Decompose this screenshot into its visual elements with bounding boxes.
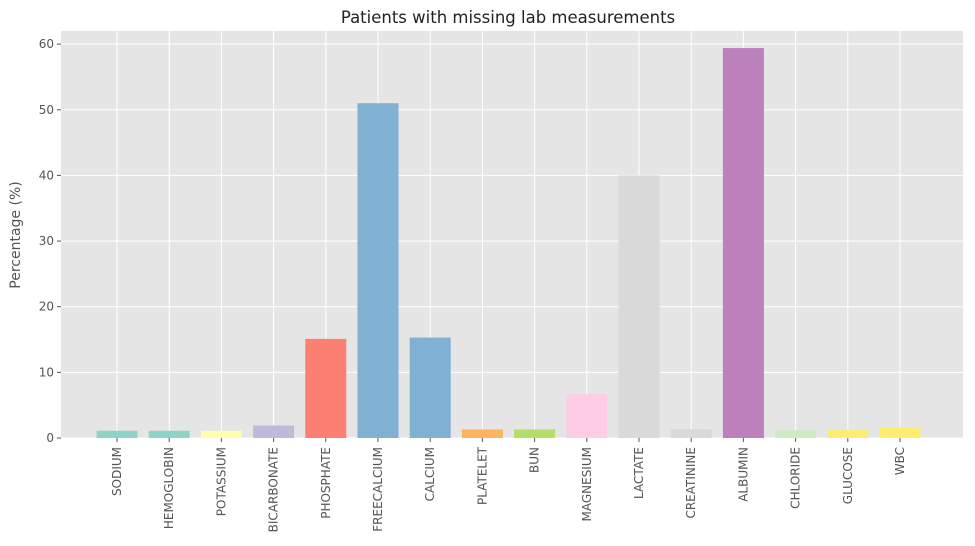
x-tick-label: ALBUMIN: [736, 447, 750, 502]
x-tick-label: CALCIUM: [423, 447, 437, 501]
y-tick-label: 50: [39, 103, 54, 117]
bar-albumin: [722, 48, 764, 438]
y-axis-ticks: 0 10 20 30 40 50 60: [39, 37, 61, 445]
bar-bicarbonate: [253, 425, 295, 438]
y-tick-label: 20: [39, 300, 54, 314]
y-tick-label: 40: [39, 168, 54, 182]
x-tick-label: LACTATE: [632, 447, 646, 499]
bar-wbc: [879, 427, 921, 438]
chart-title: Patients with missing lab measurements: [341, 8, 675, 27]
x-axis-ticks: SODIUM HEMOGLOBIN POTASSIUM BICARBONATE PHOS…: [110, 438, 907, 532]
x-tick-label: BICARBONATE: [267, 447, 281, 532]
y-tick-label: 10: [39, 365, 54, 379]
x-tick-label: BUN: [528, 447, 542, 473]
x-tick-label: WBC: [893, 447, 907, 475]
bar-creatinine: [670, 429, 712, 438]
bars: [96, 48, 921, 438]
x-tick-label: CHLORIDE: [789, 447, 803, 509]
bar-chloride: [775, 430, 817, 438]
x-tick-label: GLUCOSE: [841, 447, 855, 504]
x-tick-label: PLATELET: [475, 446, 489, 505]
bar-glucose: [827, 430, 869, 438]
bar-sodium: [96, 430, 138, 438]
bar-potassium: [200, 430, 242, 438]
bar-freecalcium: [357, 103, 399, 438]
y-tick-label: 30: [39, 234, 54, 248]
bar-phosphate: [305, 338, 347, 438]
x-tick-label: CREATININE: [684, 447, 698, 519]
x-tick-label: SODIUM: [110, 447, 124, 496]
bar-hemoglobin: [148, 430, 190, 438]
x-tick-label: MAGNESIUM: [580, 447, 594, 522]
y-axis-label: Percentage (%): [8, 181, 24, 288]
bar-magnesium: [566, 394, 608, 438]
x-tick-label: PHOSPHATE: [319, 447, 333, 519]
bar-bun: [514, 429, 556, 438]
y-tick-label: 60: [39, 37, 54, 51]
bar-calcium: [409, 337, 451, 438]
x-tick-label: POTASSIUM: [214, 447, 228, 516]
x-tick-label: HEMOGLOBIN: [162, 447, 176, 529]
plot-area: [61, 31, 963, 438]
x-tick-label: FREECALCIUM: [371, 447, 385, 532]
y-tick-label: 0: [46, 431, 54, 445]
bar-lactate: [618, 175, 660, 438]
bar-platelet: [461, 429, 503, 438]
